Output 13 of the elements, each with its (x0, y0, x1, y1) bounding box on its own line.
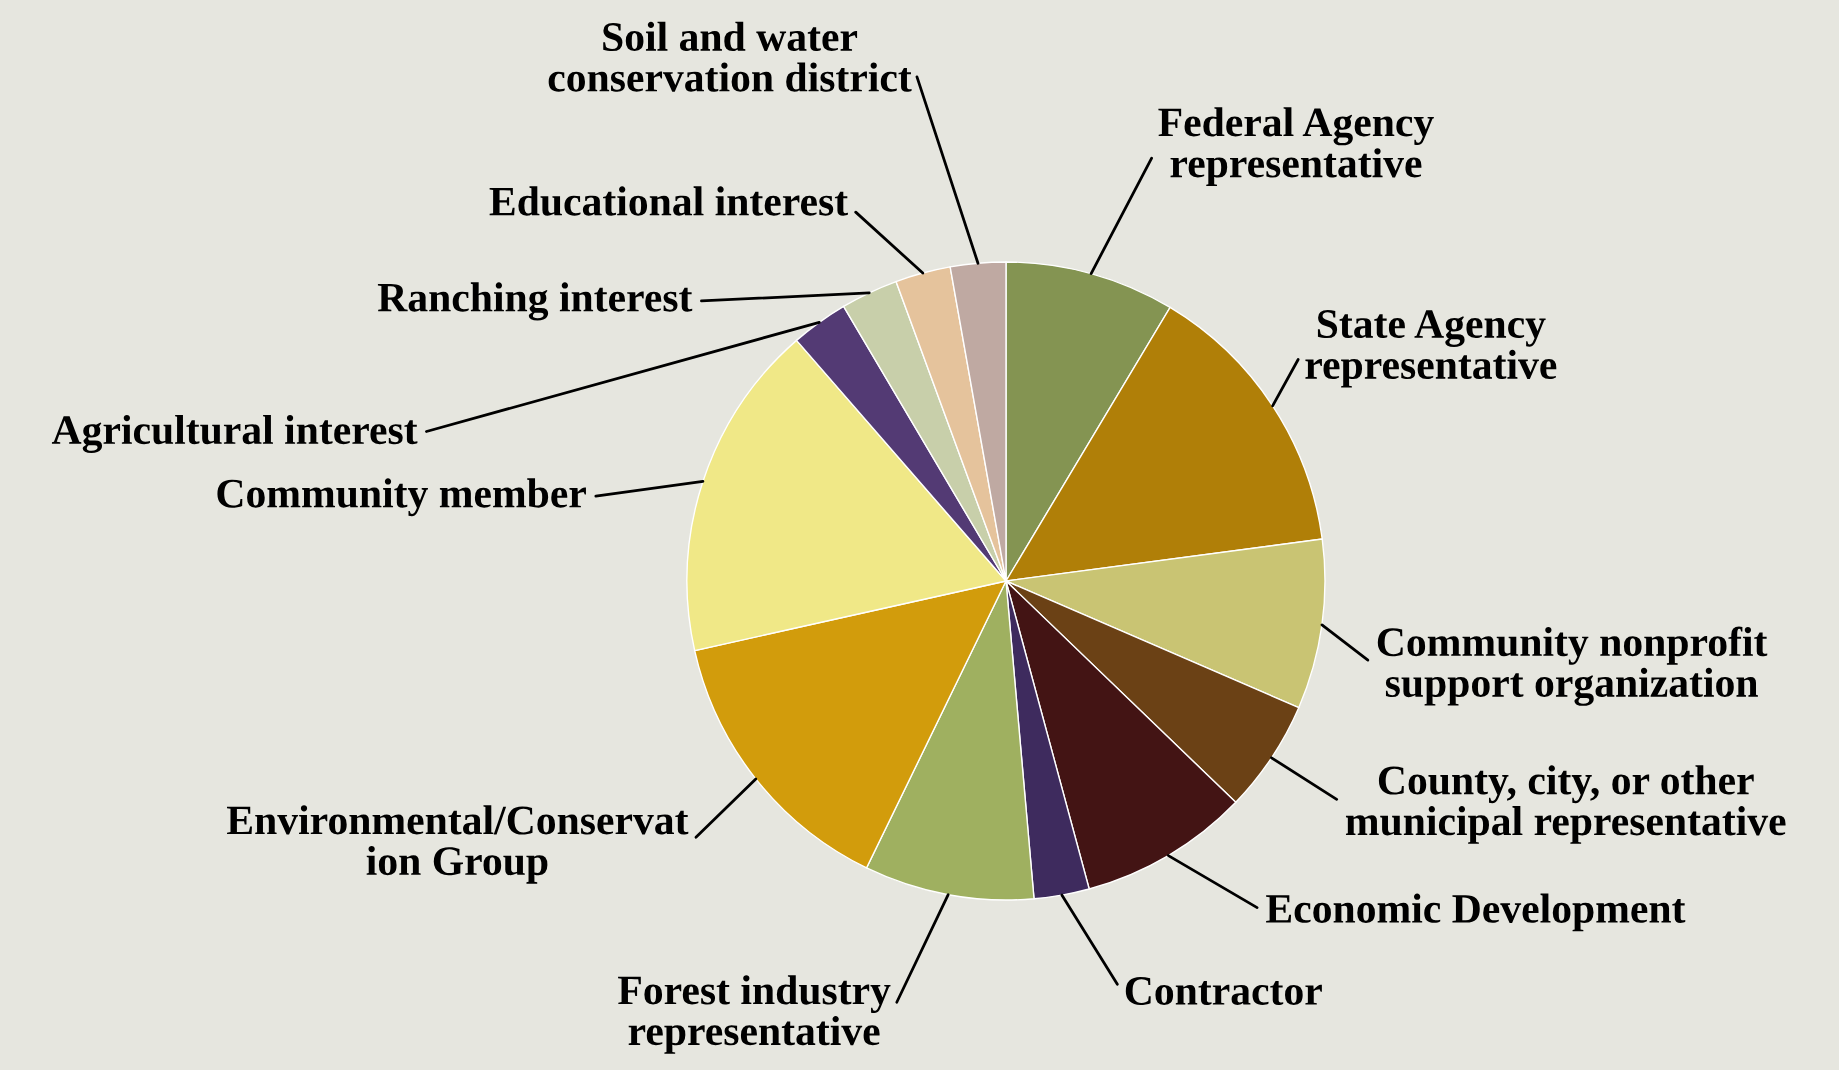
slice-label: County, city, or other municipal representative (1345, 765, 1786, 844)
slice-label: Agricultural interest (51, 414, 418, 453)
slice-label: Ranching interest (377, 282, 693, 321)
slice-label: Soil and water conservation district (548, 21, 912, 92)
slice-label: State Agency representative (1305, 310, 1557, 388)
slice-label: Environmental/Conservat ion Group (227, 805, 689, 884)
slice-label: Economic Development (1266, 893, 1686, 932)
slice-label: Contractor (1125, 976, 1322, 1005)
slice-label: Educational interest (489, 186, 848, 216)
slice-label: Federal Agency representative (1158, 107, 1434, 186)
slice-label: Community nonprofit support organization (1377, 626, 1768, 706)
slice-label: Community member (217, 478, 586, 517)
slice-label: Forest industry representative (618, 975, 891, 1054)
